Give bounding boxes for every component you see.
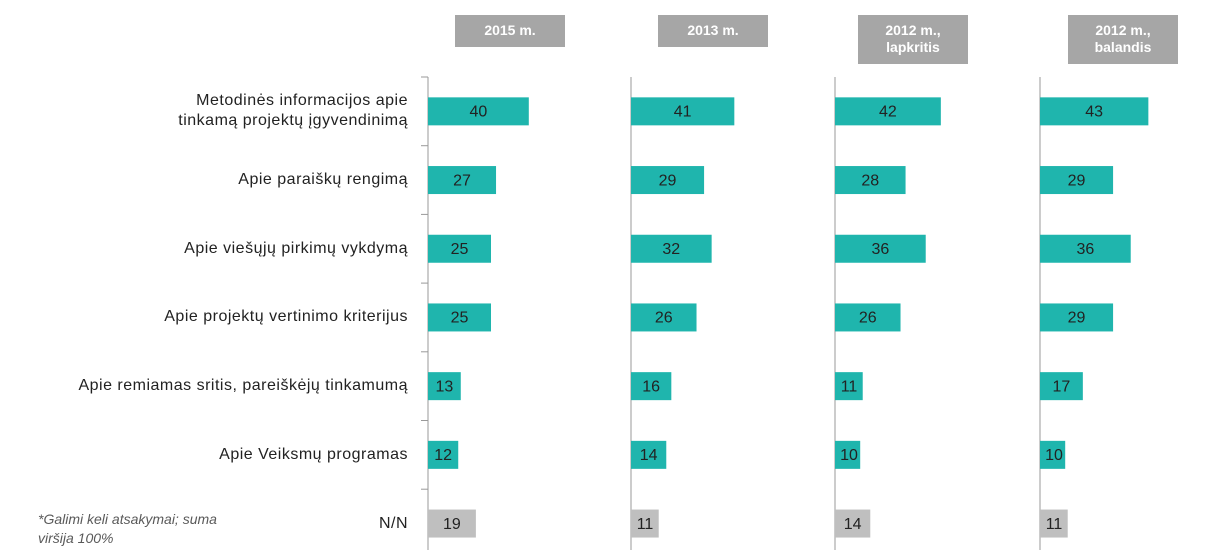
category-label: Apie paraiškų rengimą — [238, 171, 408, 189]
panel-header: 2012 m., balandis — [1068, 15, 1178, 64]
bar — [835, 509, 871, 538]
bar — [1040, 509, 1068, 538]
category-label: Apie remiamas sritis, pareiškėjų tinkamu… — [78, 377, 408, 395]
value-label: 17 — [1053, 378, 1071, 395]
value-label: 19 — [443, 516, 461, 533]
value-label: 14 — [844, 516, 862, 533]
value-label: 36 — [1076, 241, 1094, 258]
bar — [631, 97, 735, 126]
value-label: 10 — [1045, 447, 1063, 464]
bar — [1040, 303, 1114, 332]
category-label: Metodinės informacijos apie tinkamą proj… — [178, 92, 408, 130]
bar — [428, 97, 529, 126]
bar — [1040, 372, 1083, 401]
value-label: 10 — [840, 447, 858, 464]
value-label: 13 — [435, 378, 453, 395]
bar — [631, 166, 705, 195]
bar — [428, 440, 459, 469]
value-label: 25 — [451, 310, 469, 327]
bar — [428, 303, 491, 332]
bar — [1040, 234, 1131, 263]
value-label: 29 — [1068, 172, 1086, 189]
note: *Galimi keli atsakymai; suma viršija 100… — [38, 511, 217, 546]
bar — [428, 372, 461, 401]
bar — [835, 97, 941, 126]
value-label: 40 — [470, 104, 488, 121]
value-label: 12 — [434, 447, 452, 464]
category-label: Apie Veiksmų programas — [219, 445, 408, 463]
bar — [835, 440, 861, 469]
value-label: 29 — [659, 172, 677, 189]
bar — [835, 234, 926, 263]
category-label: Apie viešųjų pirkimų vykdymą — [184, 239, 408, 257]
value-label: 43 — [1085, 104, 1103, 121]
value-label: 29 — [1068, 310, 1086, 327]
bar — [631, 303, 697, 332]
bar — [631, 440, 667, 469]
bar — [1040, 440, 1066, 469]
value-label: 41 — [674, 104, 692, 121]
bar — [835, 166, 906, 195]
value-label: 25 — [451, 241, 469, 258]
bar — [631, 234, 712, 263]
panel-header: 2012 m., lapkritis — [858, 15, 968, 64]
value-label: 26 — [859, 310, 877, 327]
bar — [1040, 97, 1149, 126]
value-label: 11 — [841, 378, 858, 395]
value-label: 11 — [1046, 516, 1063, 533]
bar — [428, 509, 476, 538]
bar — [1040, 166, 1114, 195]
bar — [631, 509, 659, 538]
value-label: 14 — [640, 447, 658, 464]
bar — [428, 234, 491, 263]
value-label: 32 — [662, 241, 680, 258]
value-label: 27 — [453, 172, 471, 189]
bar — [835, 303, 901, 332]
value-label: 16 — [642, 378, 660, 395]
value-label: 42 — [879, 104, 897, 121]
category-label: Apie projektų vertinimo kriterijus — [164, 308, 408, 326]
value-label: 26 — [655, 310, 673, 327]
value-label: 28 — [861, 172, 879, 189]
category-label: N/N — [378, 514, 408, 532]
value-label: 36 — [871, 241, 889, 258]
value-label: 11 — [637, 516, 654, 533]
bar — [631, 372, 672, 401]
panel-header: 2015 m. — [455, 15, 565, 47]
panel-header: 2013 m. — [658, 15, 768, 47]
bar — [835, 372, 863, 401]
bar — [428, 166, 497, 195]
